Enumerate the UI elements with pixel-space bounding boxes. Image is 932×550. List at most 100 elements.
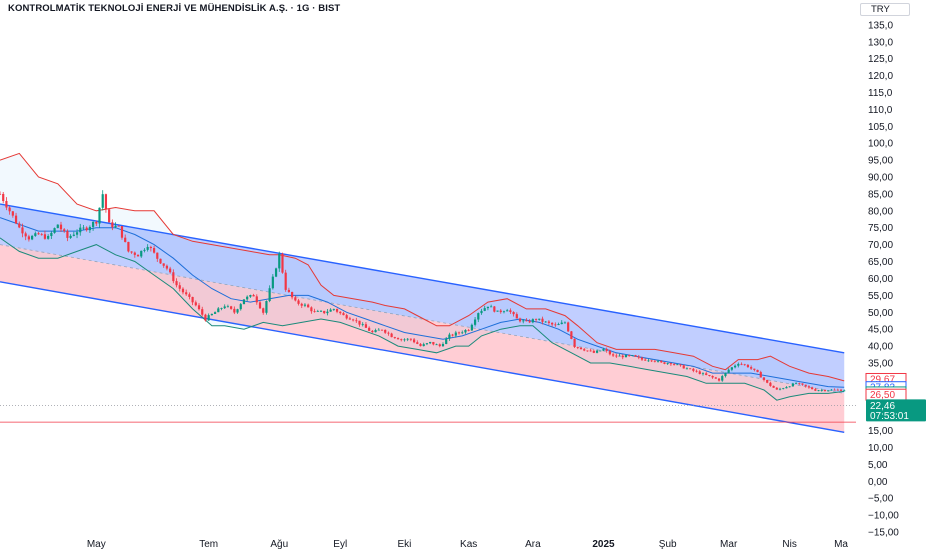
candle-body [621, 355, 624, 358]
candle [159, 258, 162, 265]
candle [268, 285, 271, 303]
candle-body [37, 233, 40, 235]
candle [737, 362, 740, 368]
x-tick-label: Kas [460, 539, 477, 550]
candle-body [114, 225, 117, 228]
candle [624, 354, 628, 358]
candle [204, 313, 207, 322]
candle-body [326, 311, 329, 314]
candle-body [624, 354, 628, 358]
candle [756, 369, 759, 373]
candle [551, 322, 554, 327]
candle-body [226, 306, 230, 308]
candle-body [156, 252, 159, 259]
candle-body [88, 226, 91, 231]
candle [804, 384, 807, 388]
candle-body [608, 350, 611, 355]
candle [278, 251, 281, 272]
candle [522, 318, 525, 324]
candle-body [377, 329, 380, 331]
candle [98, 207, 101, 228]
candle-body [727, 369, 730, 373]
candle-body [358, 320, 361, 325]
candle [753, 368, 756, 372]
candle-body [762, 377, 766, 380]
candle-body [98, 207, 101, 224]
candle [666, 362, 669, 365]
candle-body [323, 310, 326, 314]
candle-body [18, 223, 21, 228]
candle-body [656, 360, 660, 362]
candle [400, 338, 403, 342]
candle-body [823, 389, 827, 391]
y-tick-label: 130,0 [868, 37, 893, 48]
candle [782, 387, 785, 390]
candle [2, 191, 5, 204]
candle [612, 352, 615, 358]
candle-body [8, 207, 11, 212]
candle-body [457, 332, 461, 334]
candle [8, 206, 11, 215]
candle-body [390, 333, 393, 338]
candle-body [525, 320, 528, 322]
candle-body [345, 315, 348, 319]
candle [515, 312, 518, 319]
candle [817, 390, 820, 392]
candle [563, 321, 567, 324]
candle [136, 254, 140, 257]
candle-body [175, 281, 178, 286]
candle-body [278, 253, 281, 269]
currency-badge[interactable]: TRY [860, 3, 910, 16]
candle [788, 386, 791, 388]
candle [361, 322, 364, 327]
price-axis-panel [856, 0, 932, 550]
candle-body [772, 385, 775, 388]
candle-body [364, 324, 368, 328]
candle [567, 321, 570, 332]
candle [345, 313, 348, 320]
candle-body [518, 318, 522, 322]
candle [448, 332, 451, 341]
candle [714, 376, 717, 379]
candle-body [705, 373, 708, 375]
candle [120, 225, 124, 240]
y-tick-label: 5,00 [868, 460, 888, 471]
candle [750, 365, 753, 370]
candle-body [775, 387, 778, 390]
candle [759, 370, 762, 378]
candle-body [759, 372, 762, 378]
candle [69, 234, 72, 239]
candle [798, 382, 801, 385]
candle [191, 296, 194, 306]
candle-body [101, 194, 104, 208]
candle-body [496, 310, 499, 312]
candle [310, 306, 313, 314]
candle-body [124, 237, 127, 242]
candle-body [673, 364, 676, 365]
candle-body [541, 318, 544, 322]
candle [223, 304, 226, 309]
candle [226, 304, 230, 308]
channel-lower-line [0, 281, 845, 433]
candle-body [544, 321, 547, 323]
candle [156, 252, 159, 262]
last-price-box [866, 399, 926, 422]
candle-body [695, 370, 698, 372]
candle [355, 317, 358, 323]
candle [499, 309, 502, 314]
candle-body [11, 211, 14, 216]
x-tick-label: Şub [659, 539, 677, 550]
candle [502, 310, 506, 314]
y-tick-label: 10,00 [868, 443, 893, 454]
y-tick-label: 95,00 [868, 156, 893, 167]
candle [461, 330, 464, 335]
candle-body [746, 364, 750, 368]
y-tick-label: 105,0 [868, 122, 893, 133]
y-tick-label: 115,0 [868, 88, 893, 99]
candle [506, 308, 509, 312]
candle-body [708, 374, 711, 376]
candle [339, 311, 342, 315]
candle [316, 309, 319, 312]
candle [387, 331, 390, 336]
